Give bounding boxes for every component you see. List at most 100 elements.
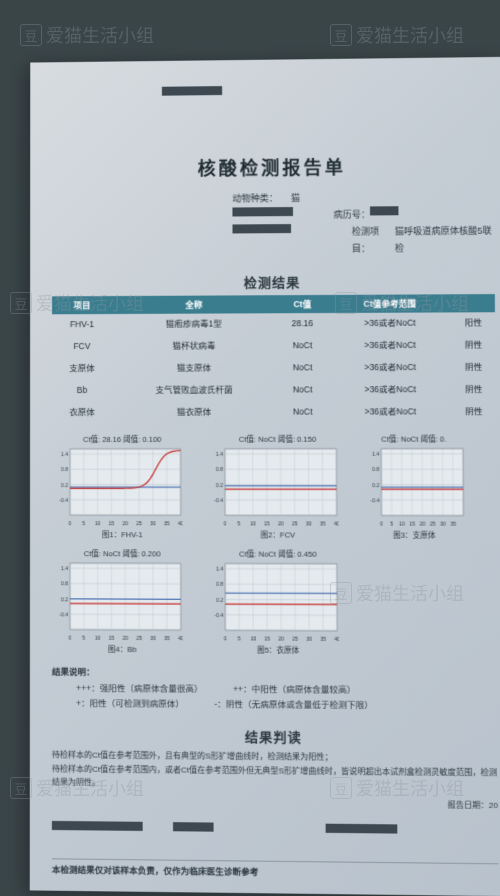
censor-bar [173, 822, 214, 832]
svg-text:-0.4: -0.4 [214, 498, 223, 504]
svg-text:20: 20 [278, 522, 284, 528]
svg-text:0: 0 [69, 521, 72, 527]
svg-text:0.8: 0.8 [372, 468, 379, 474]
svg-text:0.2: 0.2 [372, 483, 379, 489]
svg-text:0: 0 [224, 522, 227, 528]
chart-caption: 图1：FHV-1 [52, 529, 193, 540]
svg-text:35: 35 [164, 522, 170, 528]
svg-text:25: 25 [292, 637, 298, 643]
meta-species-value: 猫 [291, 190, 300, 207]
svg-text:15: 15 [264, 522, 270, 528]
censor-row [52, 821, 498, 835]
chart: Ct值: NoCt 阈值: 0.-0.40.20.81.405101520253… [363, 434, 466, 541]
charts-grid: Ct值: 28.16 阈值: 0.100 -0.4 0.2 0.8 1.4 0 5 10 15 2… [52, 434, 497, 657]
meta-block: 动物种类： 猫 病历号： 检测项目： 猫呼吸道病原体核酸5联检 [232, 188, 494, 258]
svg-text:0.2: 0.2 [216, 598, 223, 604]
table-cell: 衣原体 [52, 402, 112, 424]
meta-project-value: 猫呼吸道病原体核酸5联检 [395, 223, 495, 258]
table-cell: 阴性 [452, 379, 496, 401]
table-cell: 支气管败血波氏杆菌 [112, 380, 277, 402]
meta-project-label: 检测项目： [352, 223, 395, 258]
censor-bar [326, 824, 398, 834]
svg-text:1.4: 1.4 [216, 567, 223, 573]
svg-text:40: 40 [334, 522, 339, 528]
chart-title: Ct值: 28.16 阈值: 0.100 [52, 434, 193, 445]
table-header: 项目 [52, 296, 112, 314]
svg-text:30: 30 [306, 637, 312, 643]
censor-bar [232, 224, 291, 233]
svg-text:15: 15 [409, 522, 415, 528]
meta-species-label: 动物种类： [232, 190, 291, 208]
svg-text:25: 25 [136, 636, 142, 642]
table-cell: >36或者NoCt [329, 313, 452, 336]
table-cell: >36或者NoCt [329, 357, 452, 380]
svg-text:35: 35 [320, 522, 326, 528]
table-row: FHV-1猫疱疹病毒1型28.16>36或者NoCt阳性 [52, 313, 495, 337]
svg-text:0: 0 [69, 636, 72, 642]
table-cell: NoCt [276, 380, 328, 402]
svg-text:5: 5 [238, 637, 241, 643]
svg-text:20: 20 [123, 636, 129, 642]
table-cell: 猫衣原体 [112, 402, 277, 424]
meta-record-label: 病历号： [333, 207, 370, 224]
table-cell: NoCt [276, 402, 328, 424]
table-cell: 阴性 [451, 335, 495, 357]
table-row: FCV猫杯状病毒NoCt>36或者NoCt阴性 [52, 335, 495, 359]
table-cell: 猫疱疹病毒1型 [112, 314, 276, 337]
table-cell: 28.16 [276, 313, 328, 335]
svg-text:35: 35 [164, 636, 170, 642]
legend-item: ++：中阳性（病原体含量较高） [233, 681, 356, 697]
svg-text:10: 10 [95, 636, 101, 642]
results-table: 项目全称Ct值Ct值参考范围 FHV-1猫疱疹病毒1型28.16>36或者NoC… [52, 294, 496, 424]
svg-text:25: 25 [292, 522, 298, 528]
chart-title: Ct值: NoCt 阈值: 0.450 [207, 549, 349, 560]
svg-text:40: 40 [178, 522, 183, 528]
svg-text:1.4: 1.4 [216, 452, 223, 458]
svg-text:1.4: 1.4 [61, 452, 68, 458]
svg-text:25: 25 [136, 522, 142, 528]
meta-record: 病历号： [232, 206, 494, 225]
table-row: Bb支气管败血波氏杆菌NoCt>36或者NoCt阴性 [52, 379, 495, 402]
censor-bar [52, 821, 143, 831]
censor-bar [232, 207, 293, 216]
interpret-heading: 结果判读 [52, 725, 498, 748]
svg-text:30: 30 [150, 522, 156, 528]
legend-block: 结果说明： +++：强阳性（病原体含量很高） ++：中阳性（病原体含量较高） +… [52, 665, 498, 714]
svg-text:-0.4: -0.4 [59, 498, 68, 504]
table-cell: >36或者NoCt [329, 402, 452, 424]
svg-text:-0.4: -0.4 [215, 613, 224, 619]
chart-title: Ct值: NoCt 阈值: 0. [363, 434, 465, 445]
svg-text:15: 15 [109, 636, 115, 642]
svg-text:5: 5 [82, 636, 85, 642]
svg-text:0: 0 [224, 637, 227, 643]
table-header: Ct值 [276, 295, 328, 313]
chart: Ct值: NoCt 阈值: 0.150-0.40.20.81.405101520… [207, 434, 349, 541]
table-header: 全称 [112, 296, 276, 315]
svg-text:5: 5 [390, 522, 393, 528]
svg-text:30: 30 [306, 522, 312, 528]
svg-text:1.4: 1.4 [61, 567, 68, 573]
table-cell: 阴性 [452, 357, 496, 379]
chart-title: Ct值: NoCt 阈值: 0.200 [52, 548, 193, 559]
chart: Ct值: 28.16 阈值: 0.100-0.40.20.81.40510152… [52, 434, 193, 541]
svg-text:15: 15 [109, 521, 115, 527]
svg-text:0.8: 0.8 [216, 582, 223, 588]
results-heading: 检测结果 [52, 271, 495, 292]
svg-text:40: 40 [178, 636, 183, 642]
table-cell: 阴性 [452, 401, 496, 423]
interpret-text: 待检样本的Ct值在参考范围外，且有典型的S形扩增曲线时，检测结果为阳性； 待检样… [52, 748, 498, 793]
svg-text:20: 20 [122, 522, 128, 528]
table-header: Ct值参考范围 [328, 295, 451, 314]
table-header [451, 294, 495, 312]
watermark: 爱猫生活小组 [330, 22, 464, 48]
svg-text:15: 15 [264, 637, 270, 643]
chart-title: Ct值: NoCt 阈值: 0.150 [207, 434, 349, 445]
svg-text:0: 0 [380, 522, 383, 528]
table-row: 支原体猫支原体NoCt>36或者NoCt阴性 [52, 357, 495, 380]
footer-disclaimer: 本检测结果仅对该样本负责，仅作为临床医生诊断参考 [52, 858, 499, 880]
svg-text:10: 10 [399, 522, 405, 528]
watermark: 爱猫生活小组 [20, 22, 154, 48]
report-title: 核酸检测报告单 [52, 152, 494, 182]
censor-bar [162, 86, 222, 96]
legend-row: +：阳性（可检测到病原体） -：阴性（无病原体或含量低于检测下限） [76, 696, 497, 714]
